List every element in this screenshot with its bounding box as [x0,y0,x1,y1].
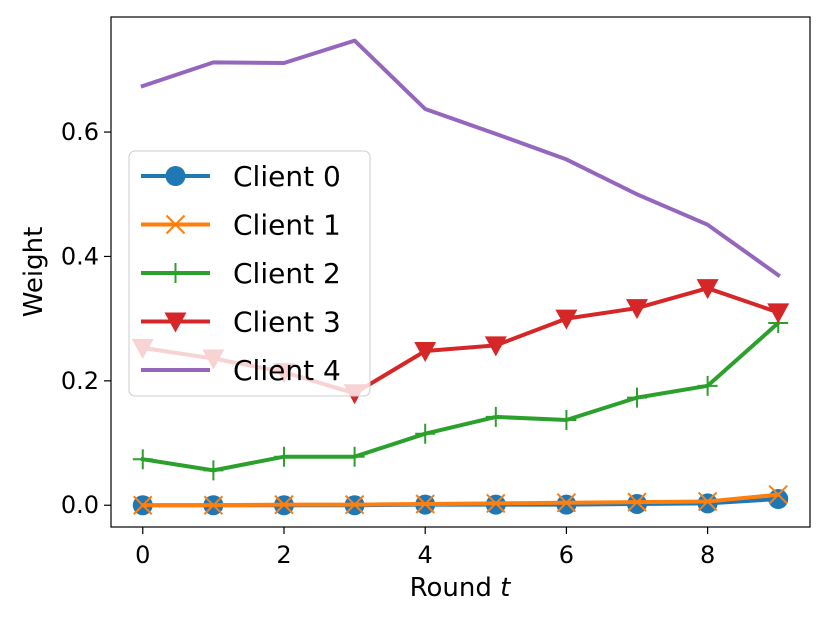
y-axis-ticks: 0.0 0.2 0.4 0.6 [61,118,111,519]
legend-item: Client 2 [141,257,341,290]
data-point [203,495,224,515]
legend-label: Client 2 [233,257,341,290]
data-point [486,493,506,514]
data-point [484,336,507,357]
data-point [697,491,718,512]
x-axis-label: Round t [410,573,512,603]
data-point [767,303,790,324]
series-client-1 [133,484,788,515]
data-point [696,279,719,300]
x-tick-label: 6 [559,541,574,569]
data-point [414,341,437,362]
data-point [485,406,506,427]
data-point [768,489,789,510]
plot-frame [110,16,811,528]
legend-label: Client 4 [233,354,341,387]
x-axis-ticks: 0 2 4 6 8 [135,527,715,569]
data-point [274,494,294,515]
data-point [626,299,649,320]
data-point [344,494,365,515]
data-point [344,446,365,467]
legend-box [128,150,371,397]
x-tick-label: 0 [135,541,150,569]
data-point [697,375,718,396]
y-axis-label: Weight [19,227,49,318]
x-tick-label: 8 [700,541,715,569]
legend-marker [165,166,186,186]
data-point [133,495,153,515]
series-line [140,320,782,473]
legend-item: Client 1 [141,209,341,242]
legend-label: Client 3 [233,306,341,339]
data-point [627,387,648,408]
legend-item: Client 0 [141,160,341,193]
legend-item: Client 3 [141,306,341,339]
data-point [627,492,647,512]
data-point [273,446,294,467]
data-point [555,309,578,330]
legend-marker [165,263,186,283]
data-point [132,449,153,470]
y-tick-label: 0.0 [61,491,99,519]
data-point [415,494,435,514]
series-line [140,492,781,508]
data-point [415,423,436,444]
legend-item: Client 4 [141,354,341,387]
series-line [140,38,781,278]
x-tick-label: 2 [276,541,291,569]
y-tick-label: 0.2 [61,367,99,395]
y-tick-label: 0.4 [61,242,99,270]
data-point [556,410,577,431]
legend-marker [164,312,187,333]
series-client-2 [132,313,789,481]
series-client-4 [140,38,781,278]
data-point [556,493,577,513]
x-tick-label: 4 [418,541,433,569]
legend-items: Client 0 Client 1 Client 2 Client 3 Client 4 [141,160,341,387]
legend-marker [165,214,186,235]
data-point [768,484,788,505]
y-tick-label: 0.6 [61,118,99,146]
data-point [203,460,224,481]
legend-label: Client 0 [233,160,341,193]
legend-label: Client 1 [233,209,341,242]
legend: Client 0 Client 1 Client 2 Client 3 Client 4 [128,150,371,397]
